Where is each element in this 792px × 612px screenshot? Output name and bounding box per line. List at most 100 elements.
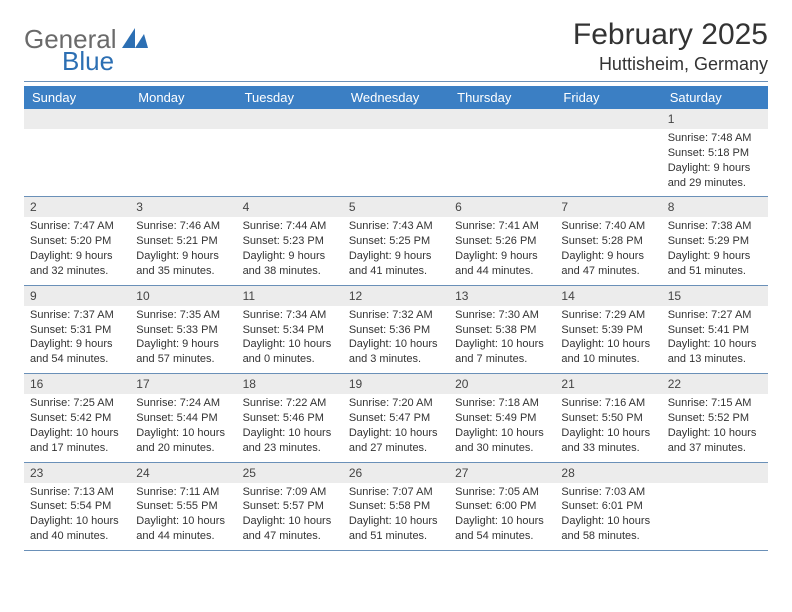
day-number xyxy=(130,109,236,129)
daylight-line: Daylight: 10 hours and 10 minutes. xyxy=(561,337,655,367)
logo-text: General Blue xyxy=(24,26,148,74)
sunrise-line: Sunrise: 7:37 AM xyxy=(30,308,124,323)
calendar-day-cell: 18Sunrise: 7:22 AMSunset: 5:46 PMDayligh… xyxy=(237,374,343,462)
calendar-week-row: 2Sunrise: 7:47 AMSunset: 5:20 PMDaylight… xyxy=(24,197,768,285)
sunrise-line: Sunrise: 7:40 AM xyxy=(561,219,655,234)
logo-text-blue: Blue xyxy=(62,48,148,74)
day-number: 21 xyxy=(555,374,661,394)
day-body: Sunrise: 7:25 AMSunset: 5:42 PMDaylight:… xyxy=(24,394,130,461)
sunrise-line: Sunrise: 7:46 AM xyxy=(136,219,230,234)
daylight-line: Daylight: 10 hours and 0 minutes. xyxy=(243,337,337,367)
day-body: Sunrise: 7:41 AMSunset: 5:26 PMDaylight:… xyxy=(449,217,555,284)
calendar-day-cell: 9Sunrise: 7:37 AMSunset: 5:31 PMDaylight… xyxy=(24,285,130,373)
daylight-line: Daylight: 9 hours and 57 minutes. xyxy=(136,337,230,367)
sunrise-line: Sunrise: 7:35 AM xyxy=(136,308,230,323)
weekday-header: Sunday xyxy=(24,86,130,109)
daylight-line: Daylight: 10 hours and 58 minutes. xyxy=(561,514,655,544)
daylight-line: Daylight: 9 hours and 35 minutes. xyxy=(136,249,230,279)
header-rule xyxy=(24,81,768,82)
daylight-line: Daylight: 10 hours and 7 minutes. xyxy=(455,337,549,367)
calendar-day-cell xyxy=(662,462,768,550)
sunrise-line: Sunrise: 7:03 AM xyxy=(561,485,655,500)
logo-mark-icon xyxy=(122,26,148,48)
calendar-day-cell: 7Sunrise: 7:40 AMSunset: 5:28 PMDaylight… xyxy=(555,197,661,285)
day-body: Sunrise: 7:11 AMSunset: 5:55 PMDaylight:… xyxy=(130,483,236,550)
day-number xyxy=(449,109,555,129)
day-number: 16 xyxy=(24,374,130,394)
day-body: Sunrise: 7:29 AMSunset: 5:39 PMDaylight:… xyxy=(555,306,661,373)
calendar-day-cell: 24Sunrise: 7:11 AMSunset: 5:55 PMDayligh… xyxy=(130,462,236,550)
sunrise-line: Sunrise: 7:16 AM xyxy=(561,396,655,411)
calendar-day-cell: 23Sunrise: 7:13 AMSunset: 5:54 PMDayligh… xyxy=(24,462,130,550)
sunset-line: Sunset: 5:55 PM xyxy=(136,499,230,514)
calendar-week-row: 23Sunrise: 7:13 AMSunset: 5:54 PMDayligh… xyxy=(24,462,768,550)
calendar-day-cell: 20Sunrise: 7:18 AMSunset: 5:49 PMDayligh… xyxy=(449,374,555,462)
sunset-line: Sunset: 5:52 PM xyxy=(668,411,762,426)
calendar-day-cell: 13Sunrise: 7:30 AMSunset: 5:38 PMDayligh… xyxy=(449,285,555,373)
calendar-day-cell: 5Sunrise: 7:43 AMSunset: 5:25 PMDaylight… xyxy=(343,197,449,285)
day-number: 3 xyxy=(130,197,236,217)
sunrise-line: Sunrise: 7:05 AM xyxy=(455,485,549,500)
sunrise-line: Sunrise: 7:09 AM xyxy=(243,485,337,500)
day-number: 17 xyxy=(130,374,236,394)
calendar-day-cell: 27Sunrise: 7:05 AMSunset: 6:00 PMDayligh… xyxy=(449,462,555,550)
day-number: 14 xyxy=(555,286,661,306)
day-body: Sunrise: 7:40 AMSunset: 5:28 PMDaylight:… xyxy=(555,217,661,284)
day-number: 2 xyxy=(24,197,130,217)
daylight-line: Daylight: 9 hours and 54 minutes. xyxy=(30,337,124,367)
daylight-line: Daylight: 10 hours and 27 minutes. xyxy=(349,426,443,456)
day-body xyxy=(130,129,236,177)
daylight-line: Daylight: 9 hours and 51 minutes. xyxy=(668,249,762,279)
day-body xyxy=(237,129,343,177)
calendar-day-cell xyxy=(449,109,555,197)
day-body: Sunrise: 7:18 AMSunset: 5:49 PMDaylight:… xyxy=(449,394,555,461)
day-number xyxy=(237,109,343,129)
day-body: Sunrise: 7:48 AMSunset: 5:18 PMDaylight:… xyxy=(662,129,768,196)
sunrise-line: Sunrise: 7:38 AM xyxy=(668,219,762,234)
day-body: Sunrise: 7:38 AMSunset: 5:29 PMDaylight:… xyxy=(662,217,768,284)
sunrise-line: Sunrise: 7:22 AM xyxy=(243,396,337,411)
sunset-line: Sunset: 5:33 PM xyxy=(136,323,230,338)
calendar-day-cell: 11Sunrise: 7:34 AMSunset: 5:34 PMDayligh… xyxy=(237,285,343,373)
day-number: 15 xyxy=(662,286,768,306)
sunrise-line: Sunrise: 7:15 AM xyxy=(668,396,762,411)
day-number: 1 xyxy=(662,109,768,129)
sunset-line: Sunset: 5:31 PM xyxy=(30,323,124,338)
day-number: 8 xyxy=(662,197,768,217)
weekday-header: Saturday xyxy=(662,86,768,109)
daylight-line: Daylight: 10 hours and 33 minutes. xyxy=(561,426,655,456)
day-body: Sunrise: 7:43 AMSunset: 5:25 PMDaylight:… xyxy=(343,217,449,284)
calendar-day-cell: 4Sunrise: 7:44 AMSunset: 5:23 PMDaylight… xyxy=(237,197,343,285)
day-number xyxy=(662,463,768,483)
day-number: 10 xyxy=(130,286,236,306)
calendar-day-cell: 10 Sunrise: 7:35 AMSunset: 5:33 PMDayligh… xyxy=(130,285,236,373)
day-body xyxy=(555,129,661,177)
day-body: Sunrise: 7:07 AMSunset: 5:58 PMDaylight:… xyxy=(343,483,449,550)
day-body: Sunrise: 7:30 AMSunset: 5:38 PMDaylight:… xyxy=(449,306,555,373)
weekday-header: Wednesday xyxy=(343,86,449,109)
calendar-day-cell: 15Sunrise: 7:27 AMSunset: 5:41 PMDayligh… xyxy=(662,285,768,373)
daylight-line: Daylight: 9 hours and 32 minutes. xyxy=(30,249,124,279)
sunset-line: Sunset: 5:57 PM xyxy=(243,499,337,514)
sunrise-line: Sunrise: 7:25 AM xyxy=(30,396,124,411)
weekday-header: Tuesday xyxy=(237,86,343,109)
sunset-line: Sunset: 5:18 PM xyxy=(668,146,762,161)
day-number: 13 xyxy=(449,286,555,306)
sunset-line: Sunset: 5:54 PM xyxy=(30,499,124,514)
calendar-week-row: 1Sunrise: 7:48 AMSunset: 5:18 PMDaylight… xyxy=(24,109,768,197)
day-number: 20 xyxy=(449,374,555,394)
calendar-day-cell: 19Sunrise: 7:20 AMSunset: 5:47 PMDayligh… xyxy=(343,374,449,462)
calendar-day-cell: 8Sunrise: 7:38 AMSunset: 5:29 PMDaylight… xyxy=(662,197,768,285)
calendar-day-cell xyxy=(343,109,449,197)
title-block: February 2025 Huttisheim, Germany xyxy=(573,18,768,75)
sunset-line: Sunset: 5:36 PM xyxy=(349,323,443,338)
day-body: Sunrise: 7:37 AMSunset: 5:31 PMDaylight:… xyxy=(24,306,130,373)
day-body xyxy=(662,483,768,531)
sunset-line: Sunset: 5:25 PM xyxy=(349,234,443,249)
calendar-table: Sunday Monday Tuesday Wednesday Thursday… xyxy=(24,86,768,551)
calendar-day-cell: 25Sunrise: 7:09 AMSunset: 5:57 PMDayligh… xyxy=(237,462,343,550)
weekday-header: Thursday xyxy=(449,86,555,109)
calendar-day-cell: 21Sunrise: 7:16 AMSunset: 5:50 PMDayligh… xyxy=(555,374,661,462)
sunrise-line: Sunrise: 7:18 AM xyxy=(455,396,549,411)
day-number: 11 xyxy=(237,286,343,306)
